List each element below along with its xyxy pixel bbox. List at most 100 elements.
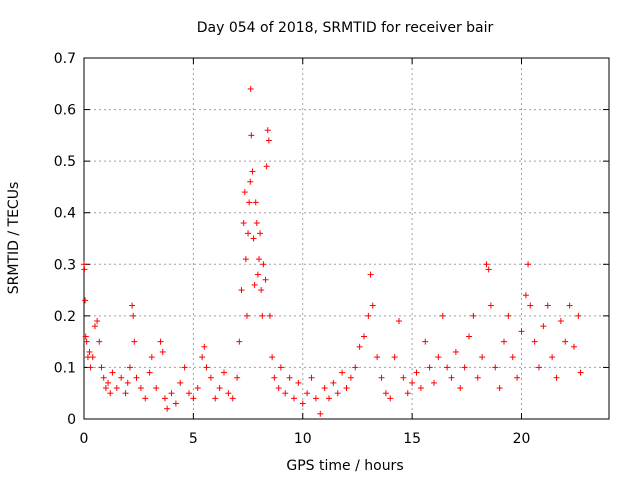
x-tick-label: 0 bbox=[80, 431, 89, 447]
data-point bbox=[553, 374, 560, 381]
data-point bbox=[194, 385, 201, 392]
data-point bbox=[299, 400, 306, 407]
data-point bbox=[164, 405, 171, 412]
data-point bbox=[444, 364, 451, 371]
data-point bbox=[212, 395, 219, 402]
data-point bbox=[245, 230, 252, 237]
data-point bbox=[417, 385, 424, 392]
data-point bbox=[271, 374, 278, 381]
data-point bbox=[431, 379, 437, 386]
data-point bbox=[249, 168, 256, 175]
data-point bbox=[505, 312, 512, 319]
data-point bbox=[452, 348, 459, 355]
data-point bbox=[263, 163, 270, 170]
x-tick-label: 15 bbox=[403, 431, 421, 447]
data-point bbox=[422, 338, 429, 345]
data-point bbox=[207, 374, 214, 381]
data-point bbox=[252, 199, 259, 206]
data-point bbox=[265, 137, 272, 144]
y-tick-label: 0.4 bbox=[54, 206, 76, 222]
data-point bbox=[81, 261, 87, 268]
data-point bbox=[317, 410, 324, 417]
data-point bbox=[487, 302, 494, 309]
data-point bbox=[250, 235, 257, 242]
data-point bbox=[483, 261, 490, 268]
data-point bbox=[536, 364, 542, 371]
data-point bbox=[257, 230, 264, 237]
data-point bbox=[286, 374, 293, 381]
data-point bbox=[330, 379, 337, 386]
data-point bbox=[562, 338, 569, 345]
x-tick-label: 5 bbox=[189, 431, 198, 447]
data-point bbox=[304, 390, 311, 397]
data-point bbox=[485, 266, 492, 273]
data-point bbox=[544, 302, 551, 309]
data-point bbox=[264, 127, 271, 134]
data-point bbox=[133, 374, 140, 381]
data-point bbox=[238, 287, 245, 294]
data-point bbox=[275, 385, 282, 392]
data-point bbox=[387, 395, 394, 402]
y-tick-label: 0.7 bbox=[54, 51, 76, 67]
data-point bbox=[203, 364, 210, 371]
data-point bbox=[540, 323, 547, 330]
y-tick-label: 0.1 bbox=[54, 360, 76, 376]
data-point bbox=[391, 354, 398, 361]
data-point bbox=[126, 364, 133, 371]
data-point bbox=[199, 354, 206, 361]
data-point bbox=[83, 338, 90, 345]
data-point bbox=[96, 338, 103, 345]
data-point bbox=[181, 364, 188, 371]
data-point bbox=[248, 132, 255, 139]
data-point bbox=[492, 364, 499, 371]
data-point bbox=[161, 395, 168, 402]
data-point bbox=[109, 369, 116, 376]
data-point bbox=[124, 379, 131, 386]
data-point bbox=[347, 374, 354, 381]
x-tick-label: 10 bbox=[294, 431, 312, 447]
data-point bbox=[234, 374, 241, 381]
data-point bbox=[225, 390, 232, 397]
data-point bbox=[295, 379, 302, 386]
y-tick-label: 0.2 bbox=[54, 309, 76, 325]
x-axis-label: GPS time / hours bbox=[286, 458, 403, 474]
data-point bbox=[321, 385, 328, 392]
chart-title: Day 054 of 2018, SRMTID for receiver bai… bbox=[197, 20, 494, 36]
data-point bbox=[201, 343, 208, 350]
data-point bbox=[146, 369, 153, 376]
data-point bbox=[518, 328, 525, 335]
data-point bbox=[216, 385, 223, 392]
data-point bbox=[258, 287, 265, 294]
y-tick-label: 0 bbox=[67, 412, 76, 428]
data-point bbox=[571, 343, 577, 350]
data-point bbox=[172, 400, 179, 407]
y-tick-label: 0.6 bbox=[54, 103, 76, 119]
x-tick-labels: 0 5 10 15 20 bbox=[80, 431, 531, 447]
data-point bbox=[404, 390, 411, 397]
y-tick-label: 0.3 bbox=[54, 257, 76, 273]
data-points bbox=[81, 85, 584, 417]
data-point bbox=[277, 364, 284, 371]
data-point bbox=[326, 395, 332, 402]
data-point bbox=[439, 312, 446, 319]
data-point bbox=[254, 271, 261, 278]
data-point bbox=[291, 395, 297, 402]
data-point bbox=[501, 338, 507, 345]
y-tick-labels: 0 0.1 0.2 0.3 0.4 0.5 0.6 0.7 bbox=[54, 51, 76, 428]
data-point bbox=[82, 333, 89, 340]
data-point bbox=[87, 364, 94, 371]
data-point bbox=[266, 312, 273, 319]
data-point bbox=[369, 302, 376, 309]
data-point bbox=[100, 374, 107, 381]
data-point bbox=[94, 318, 101, 325]
data-point bbox=[374, 354, 381, 361]
data-point bbox=[396, 318, 402, 325]
data-point bbox=[382, 390, 389, 397]
data-point bbox=[409, 379, 416, 386]
data-point bbox=[243, 312, 250, 319]
data-point bbox=[118, 374, 125, 381]
data-point bbox=[259, 312, 266, 319]
y-axis-label: SRMTID / TECUs bbox=[6, 182, 22, 295]
data-point bbox=[334, 390, 341, 397]
data-point bbox=[113, 385, 120, 392]
